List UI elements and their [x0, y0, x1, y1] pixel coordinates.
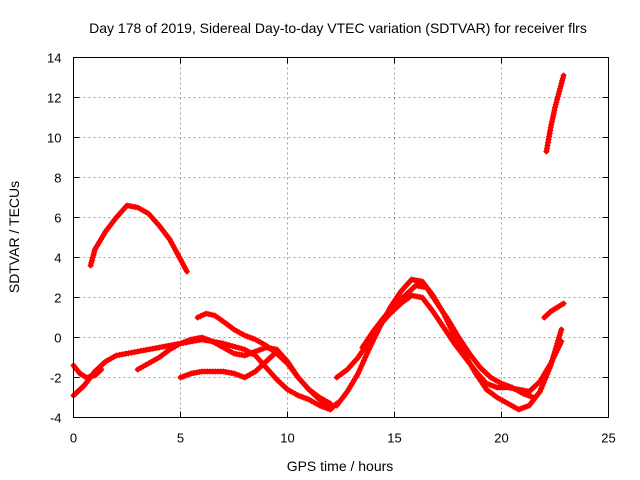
y-tick-label: -2: [50, 371, 62, 386]
x-tick-label: 10: [280, 431, 294, 446]
x-axis-title: GPS time / hours: [287, 458, 394, 474]
axis-ticks: [73, 57, 609, 418]
series-markers: [543, 72, 567, 155]
y-tick-label: 4: [54, 251, 61, 266]
y-tick-label: 14: [47, 51, 61, 66]
x-tick-label: 20: [494, 431, 508, 446]
series-arc11: [543, 72, 567, 155]
series-arc5: [194, 310, 334, 411]
series-arc10: [541, 300, 567, 321]
series-arc9: [359, 282, 537, 401]
y-tick-labels: -4 -2 0 2 4 6 8 10 12 14: [47, 51, 61, 426]
series-markers: [87, 202, 190, 275]
y-tick-label: 10: [47, 131, 61, 146]
y-tick-label: 2: [54, 291, 61, 306]
data-series: [70, 72, 567, 413]
series-markers: [194, 310, 334, 411]
chart-title: Day 178 of 2019, Sidereal Day-to-day VTE…: [89, 20, 587, 36]
y-axis-title: SDTVAR / TECUs: [6, 181, 22, 293]
x-tick-label: 0: [70, 431, 77, 446]
x-tick-label: 15: [387, 431, 401, 446]
series-band: [541, 301, 567, 320]
y-tick-label: 8: [54, 171, 61, 186]
grid-lines: [73, 57, 609, 418]
y-tick-label: 12: [47, 91, 61, 106]
series-markers: [541, 300, 567, 321]
y-tick-label: 6: [54, 211, 61, 226]
x-tick-label: 5: [177, 431, 184, 446]
series-markers: [177, 348, 280, 381]
series-arc6: [177, 348, 280, 381]
y-tick-label: -4: [50, 411, 62, 426]
series-arc1: [87, 202, 190, 275]
series-markers: [359, 282, 537, 401]
plot-frame: [73, 57, 609, 418]
x-tick-labels: 0 5 10 15 20 25: [70, 431, 616, 446]
y-tick-label: 0: [54, 331, 61, 346]
x-tick-label: 25: [601, 431, 615, 446]
